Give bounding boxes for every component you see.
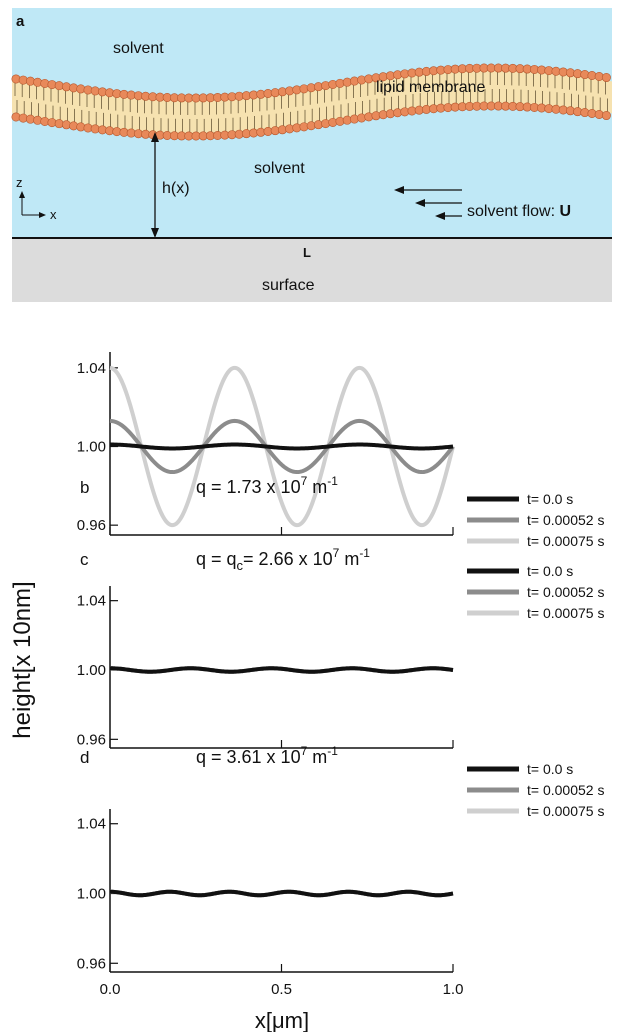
axis-x-label: x [50,207,57,222]
y-tick-label: 1.00 [77,886,106,903]
x-axis-label: x[μm] [255,1008,309,1032]
height-label: h(x) [162,180,190,197]
legend-label: t= 0.00075 s [527,533,604,549]
legend-label: t= 0.0 s [527,761,573,777]
flow-symbol: U [560,203,572,220]
series-line-2 [109,365,455,528]
axes-indicator [19,191,46,218]
height-profile-plots: 1.04 1.00 0.96 b q = 1.73 x 107 m-1 t= 0.0 s t… [9,352,605,1032]
y-tick-label: 0.96 [77,955,106,972]
lipid-head [601,111,611,121]
legend-label: t= 0.0 s [527,563,573,579]
panel-b: 1.04 1.00 0.96 b q = 1.73 x 107 m-1 t= 0.0 s t… [77,352,604,549]
surface-label: surface [262,277,315,294]
series-line-0 [109,442,454,451]
flow-arrows [394,186,462,220]
legend-label: t= 0.0 s [527,491,573,507]
lipid-tail-band [12,71,612,133]
series-line-1 [109,418,455,475]
x-tick-label: 0.5 [271,981,292,998]
flow-label: solvent flow: U [467,203,571,220]
axis-z-label: z [16,175,23,190]
membrane-schematic: a solvent lipid membrane solvent h(x) z … [11,8,612,302]
series-line-0 [109,889,454,898]
y-tick-label: 1.00 [77,439,106,456]
legend-label: t= 0.00075 s [527,803,604,819]
series-line-0 [110,666,454,674]
y-tick-label: 1.04 [77,360,106,377]
y-tick-label: 1.04 [77,816,106,833]
height-arrow [151,132,159,238]
bottom-solvent-label: solvent [254,160,305,177]
y-tick-label: 1.00 [77,662,106,679]
y-tick-label: 0.96 [77,731,106,748]
panel-label: c [80,550,89,569]
panel-title: q = 1.73 x 107 m-1 [196,474,338,497]
panel-title: q = 3.61 x 107 m-1 [196,744,338,767]
lipid-head [601,73,611,83]
top-solvent-label: solvent [113,40,164,57]
x-tick-label: 0.0 [100,981,121,998]
panel-label: d [80,748,89,767]
panel-label-a: a [16,13,25,30]
lipid-bilayer [11,63,612,141]
panel-c: 1.04 1.00 0.96 c q = qc= 2.66 x 107 m-1 t= 0.… [77,546,604,749]
legend-label: t= 0.00052 s [527,512,604,528]
panel-d: 1.04 1.00 0.96 0.0 0.5 1.0 d q = 3.61 x 107 m-1… [77,744,605,998]
surface-block [12,238,612,302]
length-label: L [303,245,311,260]
y-tick-label: 0.96 [77,517,106,534]
panel-label: b [80,478,89,497]
legend-label: t= 0.00052 s [527,584,604,600]
x-tick-label: 1.0 [443,981,464,998]
legend-label: t= 0.00075 s [527,605,604,621]
legend-label: t= 0.00052 s [527,782,604,798]
panel-title: q = qc= 2.66 x 107 m-1 [196,546,370,573]
y-tick-label: 1.04 [77,593,106,610]
y-axis-label: height[x 10nm] [9,581,36,738]
membrane-label: lipid membrane [376,79,485,96]
